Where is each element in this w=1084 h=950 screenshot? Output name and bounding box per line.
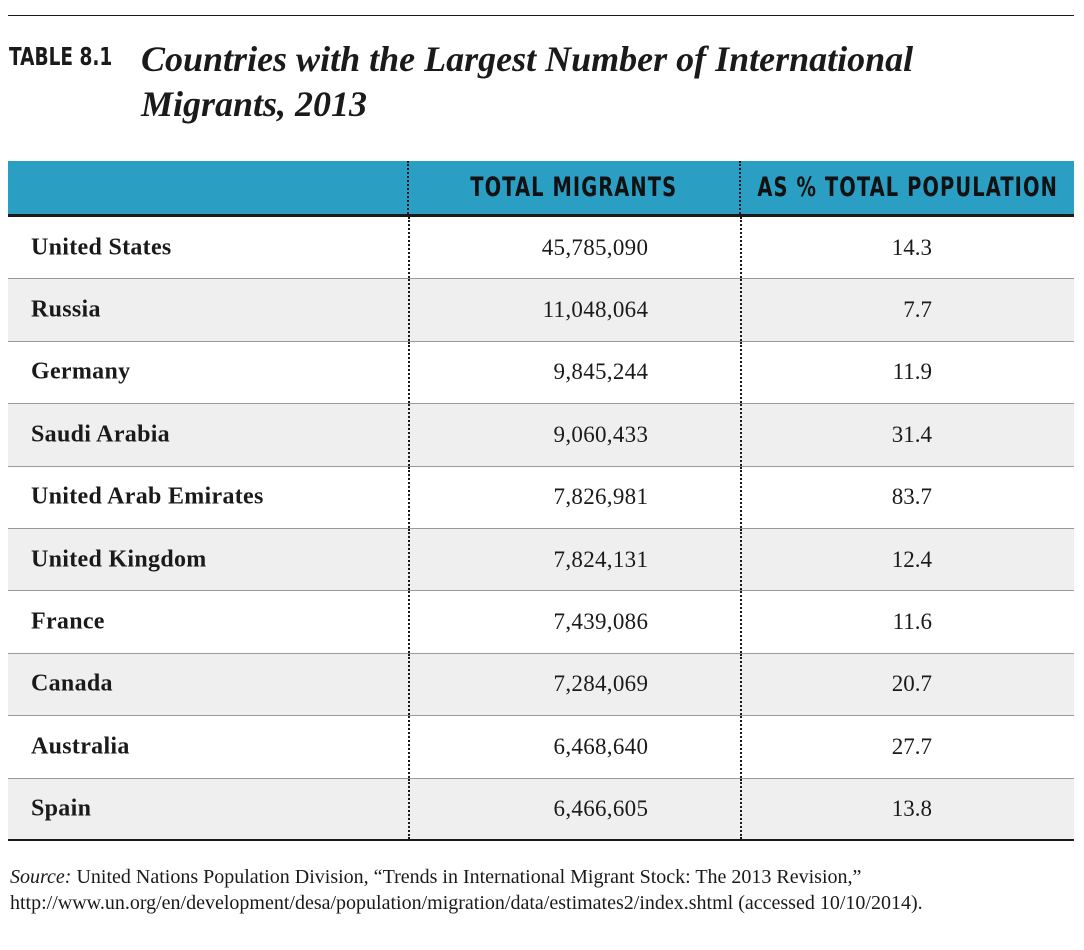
country-cell: United Arab Emirates (8, 466, 410, 528)
pct-population-cell: 11.9 (742, 342, 1074, 403)
table-row: Russia 11,048,064 7.7 (8, 279, 1074, 342)
header-pct-population: AS % TOTAL POPULATION (757, 172, 1058, 203)
total-migrants-cell: 7,824,131 (410, 528, 743, 591)
total-migrants-value: 7,284,069 (553, 671, 649, 697)
table-label: TABLE 8.1 (9, 42, 113, 71)
header-country-cell (8, 161, 409, 214)
total-migrants-value: 7,826,981 (553, 484, 649, 510)
table-row: United States 45,785,090 14.3 (8, 217, 1074, 280)
table-row: Canada 7,284,069 20.7 (8, 653, 1074, 717)
source-text: United Nations Population Division, “Tre… (10, 866, 923, 914)
total-migrants-cell: 7,439,086 (410, 591, 743, 653)
total-migrants-value: 7,439,086 (553, 609, 649, 635)
total-migrants-cell: 9,845,244 (410, 341, 743, 404)
total-migrants-value: 11,048,064 (542, 297, 649, 323)
pct-population-cell: 27.7 (742, 716, 1074, 777)
total-migrants-value: 6,466,605 (553, 795, 649, 821)
source-label: Source: (10, 866, 72, 888)
table-row: France 7,439,086 11.6 (8, 591, 1074, 654)
top-rule (8, 15, 1074, 16)
country-cell: Spain (8, 778, 410, 839)
pct-population-value: 31.4 (891, 421, 932, 447)
total-migrants-cell: 7,826,981 (410, 466, 743, 528)
source-note: Source: United Nations Population Divisi… (10, 864, 1070, 916)
country-cell: Saudi Arabia (8, 404, 410, 466)
table-header: TOTAL MIGRANTS AS % TOTAL POPULATION (8, 161, 1074, 217)
pct-population-value: 20.7 (891, 671, 932, 697)
total-migrants-cell: 6,468,640 (410, 716, 743, 778)
total-migrants-value: 9,845,244 (553, 359, 649, 385)
total-migrants-cell: 45,785,090 (410, 217, 743, 279)
migrants-table: TOTAL MIGRANTS AS % TOTAL POPULATION Uni… (8, 161, 1074, 841)
pct-population-value: 7.7 (903, 297, 932, 323)
country-name: Russia (31, 296, 101, 323)
country-name: Saudi Arabia (31, 421, 170, 448)
country-name: Germany (31, 358, 131, 385)
total-migrants-cell: 6,466,605 (410, 778, 743, 839)
country-cell: Australia (8, 716, 410, 778)
country-name: Canada (31, 670, 113, 697)
country-cell: France (8, 591, 410, 653)
total-migrants-value: 7,824,131 (553, 546, 649, 572)
pct-population-cell: 11.6 (742, 591, 1074, 652)
header-pct-cell: AS % TOTAL POPULATION (741, 161, 1074, 214)
pct-population-value: 11.6 (892, 609, 932, 635)
total-migrants-cell: 9,060,433 (410, 404, 743, 466)
pct-population-value: 12.4 (891, 546, 932, 572)
country-cell: Germany (8, 341, 410, 404)
country-cell: Russia (8, 279, 410, 341)
pct-population-value: 27.7 (891, 733, 932, 759)
table-row: Spain 6,466,605 13.8 (8, 778, 1074, 841)
country-name: France (31, 608, 105, 635)
pct-population-value: 13.8 (891, 795, 932, 821)
table-row: United Kingdom 7,824,131 12.4 (8, 528, 1074, 592)
total-migrants-value: 9,060,433 (553, 421, 649, 447)
table-body: United States 45,785,090 14.3 Russia 11,048,… (8, 217, 1074, 841)
pct-population-value: 14.3 (891, 234, 932, 260)
pct-population-cell: 83.7 (742, 467, 1074, 528)
pct-population-cell: 31.4 (742, 404, 1074, 465)
pct-population-cell: 13.8 (742, 779, 1074, 839)
total-migrants-value: 45,785,090 (541, 234, 649, 260)
pct-population-value: 11.9 (892, 359, 932, 385)
table-row: Germany 9,845,244 11.9 (8, 341, 1074, 405)
pct-population-cell: 20.7 (742, 654, 1074, 715)
pct-population-cell: 7.7 (742, 279, 1074, 340)
table-row: Saudi Arabia 9,060,433 31.4 (8, 404, 1074, 467)
country-name: United States (31, 234, 172, 261)
country-name: United Kingdom (31, 546, 207, 573)
header-total-cell: TOTAL MIGRANTS (409, 161, 741, 214)
table-row: United Arab Emirates 7,826,981 83.7 (8, 466, 1074, 529)
country-name: United Arab Emirates (31, 483, 264, 510)
pct-population-cell: 12.4 (742, 529, 1074, 590)
total-migrants-cell: 7,284,069 (410, 653, 743, 716)
country-name: Australia (31, 733, 130, 760)
total-migrants-cell: 11,048,064 (410, 279, 743, 341)
header-total-migrants: TOTAL MIGRANTS (470, 172, 678, 203)
pct-population-cell: 14.3 (742, 217, 1074, 278)
country-cell: United States (8, 217, 410, 279)
country-cell: Canada (8, 653, 410, 716)
pct-population-value: 83.7 (891, 484, 932, 510)
country-cell: United Kingdom (8, 528, 410, 591)
total-migrants-value: 6,468,640 (553, 733, 649, 759)
country-name: Spain (31, 795, 92, 822)
table-title: Countries with the Largest Number of Int… (141, 39, 914, 124)
table-row: Australia 6,468,640 27.7 (8, 716, 1074, 779)
